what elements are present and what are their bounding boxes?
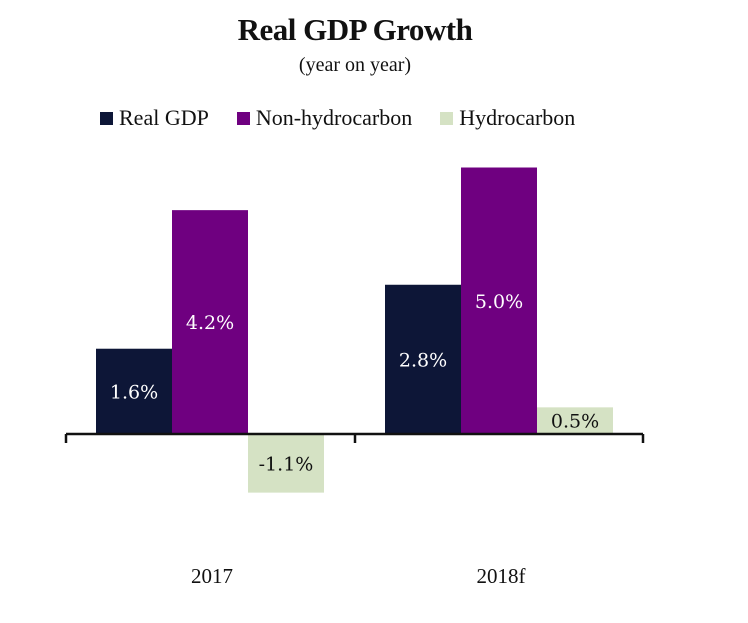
legend-label-non-hydrocarbon: Non-hydrocarbon	[255, 105, 413, 130]
data-label-real-gdp-2018f: 2.8%	[399, 349, 447, 371]
x-tick-label-2017: 2017	[191, 564, 233, 588]
bar-non-hydrocarbon-2017	[172, 210, 248, 434]
bar-non-hydrocarbon-2018f	[461, 167, 537, 434]
bar-real-gdp-2017	[96, 348, 172, 434]
legend-item-hydrocarbon: Hydrocarbon	[440, 105, 575, 131]
data-label-hydrocarbon-2017: -1.1%	[259, 453, 314, 475]
data-label-real-gdp-2017: 1.6%	[110, 381, 158, 403]
bar-hydrocarbon-2018f	[537, 407, 613, 434]
bar-real-gdp-2018f	[385, 284, 461, 434]
data-label-hydrocarbon-2018f: 0.5%	[551, 411, 599, 433]
legend-swatch-hydrocarbon	[440, 111, 454, 125]
legend-label-real-gdp: Real GDP	[119, 105, 209, 130]
legend: Real GDP Non-hydrocarbon Hydrocarbon	[100, 104, 603, 132]
data-label-non-hydrocarbon-2018f: 5.0%	[475, 291, 523, 313]
chart-subtitle: (year on year)	[298, 54, 412, 76]
legend-swatch-non-hydrocarbon	[236, 111, 250, 125]
x-tick-label-2018f: 2018f	[477, 564, 526, 588]
legend-swatch-real-gdp	[100, 111, 113, 125]
legend-item-real-gdp: Real GDP	[100, 105, 209, 131]
legend-label-hydrocarbon: Hydrocarbon	[459, 105, 576, 130]
bar-hydrocarbon-2017	[248, 434, 324, 493]
data-label-non-hydrocarbon-2017: 4.2%	[186, 312, 234, 334]
legend-item-non-hydrocarbon: Non-hydrocarbon	[236, 105, 413, 131]
chart-title: Real GDP Growth	[237, 12, 473, 47]
